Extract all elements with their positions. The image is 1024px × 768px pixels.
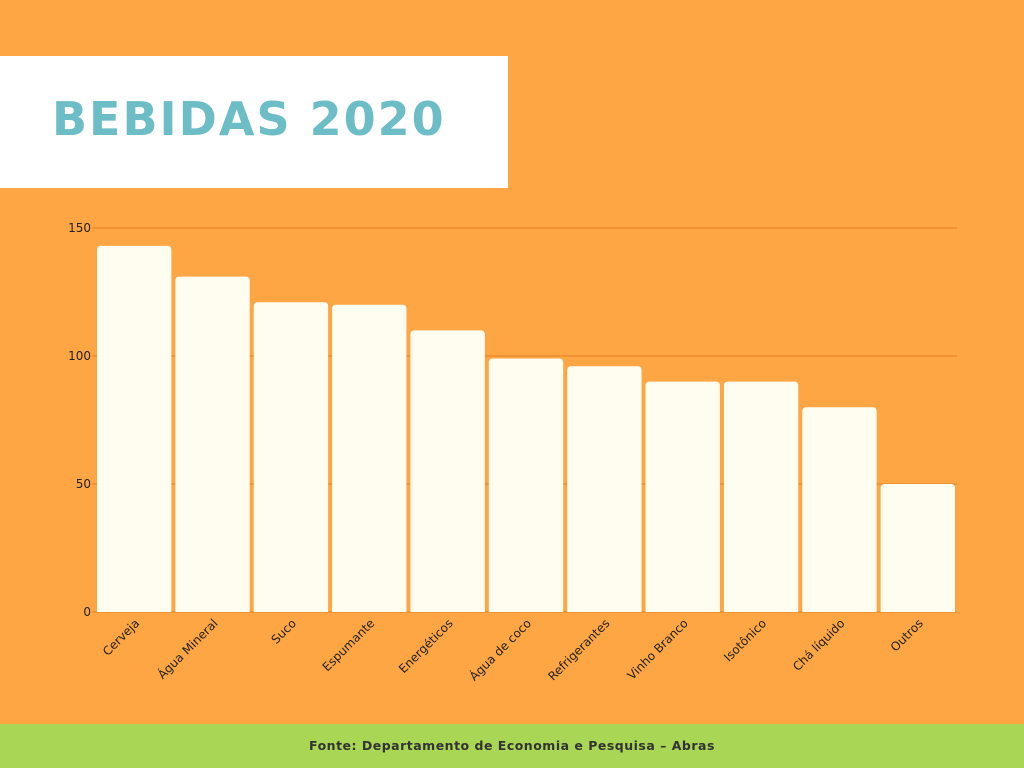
y-tick-label: 0	[83, 605, 91, 619]
x-tick-label: Água Mineral	[154, 616, 220, 682]
bar-refrigerantes	[567, 366, 642, 612]
bar--gua-de-coco	[488, 358, 564, 612]
y-tick-label: 100	[68, 349, 91, 363]
page-title: BEBIDAS 2020	[52, 92, 446, 146]
bar-isot-nico	[723, 381, 799, 612]
source-note: Fonte: Departamento de Economia e Pesqui…	[309, 738, 715, 753]
bars	[97, 245, 955, 613]
bar-outros	[880, 484, 955, 612]
footer-bar: Fonte: Departamento de Economia e Pesqui…	[0, 724, 1024, 768]
x-tick-label: Suco	[269, 616, 300, 647]
bar-ch-l-quido	[802, 407, 877, 612]
x-tick-label: Cerveja	[100, 616, 142, 658]
x-tick-labels: Cerveja Água Mineral Suco Espumante Energéti…	[100, 616, 926, 684]
x-tick-label: Chá líquido	[790, 616, 848, 674]
bar-chart: 0 50 100 150 Cerveja Água Mineral Suco Espuman…	[68, 221, 957, 684]
x-tick-label: Isotônico	[721, 616, 769, 664]
y-tick-label: 50	[76, 477, 91, 491]
title-box	[0, 56, 508, 188]
x-tick-label: Energéticos	[396, 616, 456, 676]
y-tick-labels: 0 50 100 150	[68, 221, 91, 619]
x-tick-label: Vinho Branco	[625, 616, 691, 682]
x-tick-label: Outros	[888, 616, 926, 654]
bar-suco	[253, 302, 329, 612]
bar-cerveja	[97, 245, 172, 613]
x-tick-label: Refrigerantes	[545, 616, 612, 683]
bar-energ-ticos	[410, 330, 485, 612]
y-tick-label: 150	[68, 221, 91, 235]
bar--gua-mineral	[175, 276, 250, 612]
x-tick-label: Espumante	[320, 616, 378, 674]
bar-espumante	[332, 304, 407, 612]
x-tick-label: Água de coco	[466, 616, 534, 684]
bar-vinho-branco	[645, 381, 720, 612]
